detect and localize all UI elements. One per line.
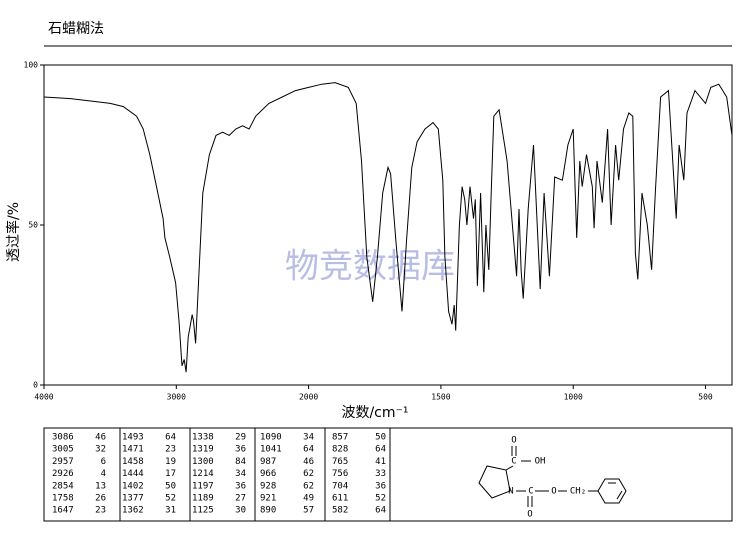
peak-transmittance: 29 — [235, 433, 246, 443]
atom-label: OH — [535, 457, 546, 467]
x-tick-label: 1000 — [564, 393, 583, 402]
peak-transmittance: 50 — [165, 481, 176, 491]
y-tick-label: 0 — [33, 381, 38, 390]
spectrum-line — [43, 82, 733, 373]
peak-wavenumber: 1471 — [122, 445, 144, 455]
x-tick-label: 2000 — [299, 393, 318, 402]
peak-transmittance: 31 — [165, 506, 176, 516]
peak-transmittance: 34 — [235, 469, 246, 479]
x-tick-label: 1500 — [431, 393, 450, 402]
peak-transmittance: 57 — [303, 506, 314, 516]
peak-transmittance: 19 — [165, 457, 176, 467]
peak-transmittance: 64 — [375, 445, 386, 455]
atom-label: O — [551, 487, 556, 497]
peak-transmittance: 17 — [165, 469, 176, 479]
peak-wavenumber: 1319 — [192, 445, 214, 455]
y-tick-label: 100 — [24, 61, 39, 70]
peak-transmittance: 64 — [303, 445, 314, 455]
peak-transmittance: 64 — [375, 506, 386, 516]
peak-transmittance: 52 — [375, 494, 386, 504]
title: 石蜡糊法 — [48, 21, 104, 37]
peak-wavenumber: 1041 — [260, 445, 282, 455]
peak-wavenumber: 765 — [332, 457, 348, 467]
atom-label: C — [511, 457, 516, 467]
x-tick-label: 4000 — [34, 393, 53, 402]
peak-transmittance: 23 — [95, 506, 106, 516]
peak-transmittance: 62 — [303, 481, 314, 491]
y-tick-label: 50 — [28, 221, 38, 230]
atom-label: O — [527, 510, 532, 520]
peak-wavenumber: 1197 — [192, 481, 214, 491]
peak-transmittance: 36 — [235, 481, 246, 491]
peak-transmittance: 41 — [375, 457, 386, 467]
peak-wavenumber: 1493 — [122, 433, 144, 443]
atom-label: CH₂ — [570, 487, 586, 497]
peak-wavenumber: 2926 — [52, 469, 74, 479]
peak-transmittance: 23 — [165, 445, 176, 455]
peak-wavenumber: 1458 — [122, 457, 144, 467]
peak-wavenumber: 1362 — [122, 506, 144, 516]
atom-label: N — [508, 487, 513, 497]
peak-transmittance: 27 — [235, 494, 246, 504]
peak-transmittance: 36 — [235, 445, 246, 455]
peak-wavenumber: 928 — [260, 481, 276, 491]
peak-wavenumber: 704 — [332, 481, 348, 491]
table-frame — [43, 427, 733, 522]
peak-transmittance: 46 — [303, 457, 314, 467]
peak-wavenumber: 1189 — [192, 494, 214, 504]
peak-transmittance: 49 — [303, 494, 314, 504]
peak-transmittance: 32 — [95, 445, 106, 455]
peak-wavenumber: 1090 — [260, 433, 282, 443]
peak-wavenumber: 828 — [332, 445, 348, 455]
peak-transmittance: 64 — [165, 433, 176, 443]
peak-wavenumber: 1300 — [192, 457, 214, 467]
peak-wavenumber: 1214 — [192, 469, 214, 479]
peak-transmittance: 36 — [375, 481, 386, 491]
peak-transmittance: 6 — [101, 457, 106, 467]
peak-wavenumber: 1125 — [192, 506, 214, 516]
peak-transmittance: 33 — [375, 469, 386, 479]
peak-wavenumber: 987 — [260, 457, 276, 467]
atom-label: O — [511, 436, 516, 446]
peak-wavenumber: 582 — [332, 506, 348, 516]
peak-wavenumber: 3086 — [52, 433, 74, 443]
peak-wavenumber: 1647 — [52, 506, 74, 516]
atom-label: C — [528, 487, 533, 497]
y-axis-label: 透过率/% — [5, 202, 22, 262]
peak-wavenumber: 1444 — [122, 469, 144, 479]
peak-transmittance: 13 — [95, 481, 106, 491]
peak-wavenumber: 2957 — [52, 457, 74, 467]
peak-transmittance: 26 — [95, 494, 106, 504]
peak-wavenumber: 756 — [332, 469, 348, 479]
peak-wavenumber: 966 — [260, 469, 276, 479]
peak-wavenumber: 1758 — [52, 494, 74, 504]
peak-transmittance: 34 — [303, 433, 314, 443]
peak-transmittance: 50 — [375, 433, 386, 443]
peak-wavenumber: 857 — [332, 433, 348, 443]
peak-wavenumber: 921 — [260, 494, 276, 504]
x-axis-label: 波数/cm⁻¹ — [341, 405, 408, 421]
structure — [478, 446, 627, 507]
peak-transmittance: 52 — [165, 494, 176, 504]
peak-wavenumber: 1402 — [122, 481, 144, 491]
peak-wavenumber: 1338 — [192, 433, 214, 443]
peak-wavenumber: 2854 — [52, 481, 74, 491]
peak-transmittance: 46 — [95, 433, 106, 443]
x-tick-label: 500 — [698, 393, 713, 402]
peak-wavenumber: 890 — [260, 506, 276, 516]
peak-wavenumber: 3005 — [52, 445, 74, 455]
x-tick-label: 3000 — [167, 393, 186, 402]
peak-wavenumber: 611 — [332, 494, 348, 504]
peak-transmittance: 30 — [235, 506, 246, 516]
peak-transmittance: 84 — [235, 457, 246, 467]
peak-wavenumber: 1377 — [122, 494, 144, 504]
peak-transmittance: 62 — [303, 469, 314, 479]
peak-transmittance: 4 — [101, 469, 106, 479]
